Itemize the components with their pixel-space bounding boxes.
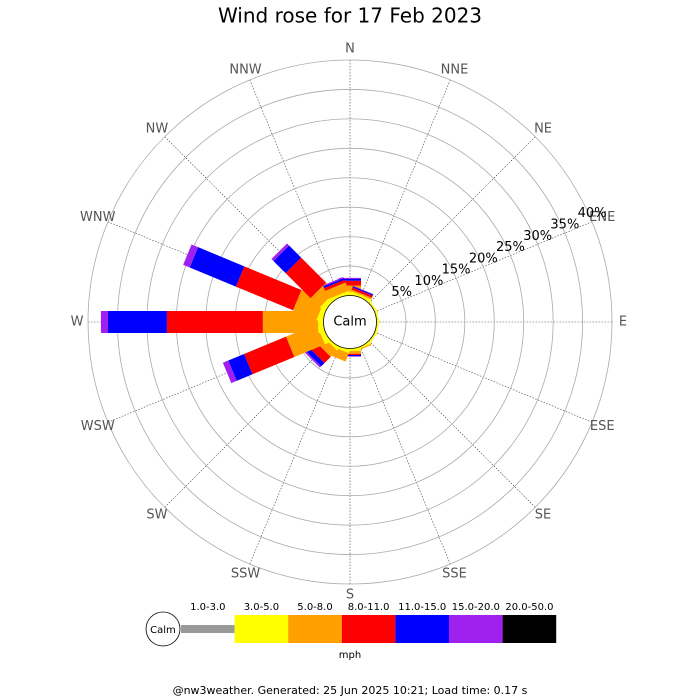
legend-calm xyxy=(145,611,181,647)
legend-label: 3.0-5.0 xyxy=(244,602,279,613)
legend-swatch xyxy=(395,615,449,643)
direction-label: NNW xyxy=(229,62,261,77)
legend-swatch xyxy=(449,615,503,643)
bar-segment xyxy=(244,336,295,375)
r-tick-label: 15% xyxy=(442,263,471,278)
direction-label: SSE xyxy=(442,567,467,582)
bar-segment xyxy=(352,285,374,295)
direction-label: ENE xyxy=(589,210,615,225)
bar-segment xyxy=(304,350,322,368)
bar-segment xyxy=(189,247,245,287)
legend-label: 20.0-50.0 xyxy=(505,602,553,613)
legend-swatch xyxy=(288,615,342,643)
legend-swatch xyxy=(181,625,235,633)
direction-label: NW xyxy=(146,121,169,136)
legend-calm-label: Calm xyxy=(150,625,176,636)
direction-label: E xyxy=(619,315,627,330)
bar-segment xyxy=(222,360,237,384)
chart-title: Wind rose for 17 Feb 2023 xyxy=(218,4,482,28)
direction-label: NNE xyxy=(441,62,469,77)
legend-swatch xyxy=(234,615,289,643)
legend-swatch xyxy=(502,615,557,643)
r-tick-label: 40% xyxy=(578,206,607,221)
calm-circle xyxy=(323,295,377,349)
bars xyxy=(100,243,380,384)
unit-label: mph xyxy=(339,650,361,661)
bar-segment xyxy=(352,286,374,296)
footer: @nw3weather. Generated: 25 Jun 2025 10:2… xyxy=(173,684,528,697)
labels: N NNE NE ENE E ESE SE SSE S SSW SW WSW W WNW NW NNW 5%10… xyxy=(71,42,628,603)
bar-segment xyxy=(351,287,373,298)
direction-label: NE xyxy=(534,121,552,136)
bar-segment xyxy=(350,289,372,300)
legend-label: 11.0-15.0 xyxy=(398,602,446,613)
r-tick-label: 30% xyxy=(523,229,552,244)
bar-segment xyxy=(166,311,263,333)
bar-segment xyxy=(328,290,351,302)
direction-label: SW xyxy=(146,508,167,523)
bar-segment xyxy=(273,245,302,274)
bar-segment xyxy=(325,282,349,300)
bar-segment xyxy=(100,311,109,333)
direction-label: N xyxy=(345,42,355,57)
legend-label: 8.0-11.0 xyxy=(348,602,390,613)
legend-label: 5.0-8.0 xyxy=(297,602,332,613)
r-tick-label: 10% xyxy=(414,274,443,289)
legend: Calm 1.0-3.0 3.0-5.0 5.0-8.0 8.0-11.0 11.0-15… xyxy=(145,602,557,661)
legend-swatch xyxy=(341,615,396,643)
r-tick-label: 20% xyxy=(469,251,498,266)
grid-ring xyxy=(87,59,613,585)
bar-segment xyxy=(324,279,346,291)
bar-segment xyxy=(339,277,361,280)
bar-segment xyxy=(108,311,167,333)
direction-label: W xyxy=(71,315,84,330)
legend-label: 15.0-20.0 xyxy=(452,602,500,613)
bar-segment xyxy=(305,347,325,367)
bar-segment xyxy=(271,243,290,262)
direction-label: ESE xyxy=(590,419,615,434)
direction-label: SSW xyxy=(231,567,261,582)
bar-segment xyxy=(235,266,302,311)
r-tick-label: 5% xyxy=(391,285,412,300)
bar-segment xyxy=(228,353,253,381)
r-tick-label: 35% xyxy=(550,218,579,233)
legend-label: 1.0-3.0 xyxy=(190,602,225,613)
r-tick-label: 25% xyxy=(496,240,525,255)
bar-segment xyxy=(183,244,199,268)
bar-segment xyxy=(285,257,327,299)
direction-label: WSW xyxy=(81,419,115,434)
direction-label: S xyxy=(346,588,354,603)
bar-segment xyxy=(262,311,319,333)
bar-segment xyxy=(323,278,345,289)
direction-label: WNW xyxy=(80,210,116,225)
calm-label: Calm xyxy=(333,315,366,330)
bar-segment xyxy=(322,276,344,287)
direction-label: SE xyxy=(535,508,551,523)
